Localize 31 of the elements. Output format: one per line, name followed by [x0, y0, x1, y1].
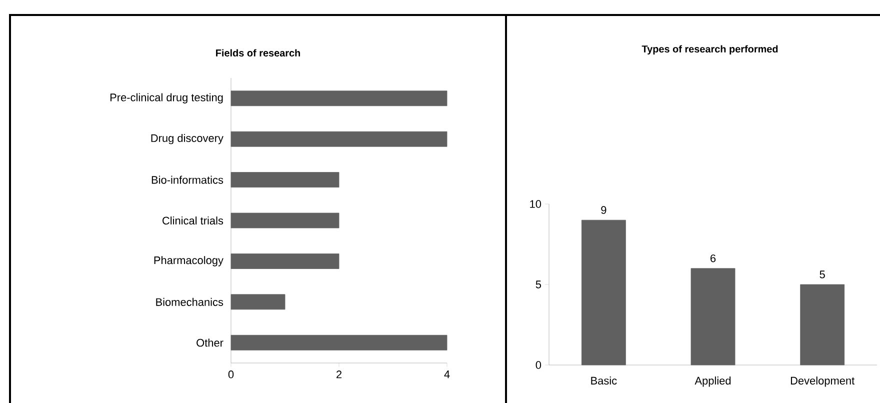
bar	[690, 268, 736, 366]
bar	[581, 220, 626, 366]
y-tick-label: Pharmacology	[154, 256, 224, 266]
bar	[230, 334, 448, 350]
bar	[230, 254, 340, 269]
bar	[230, 212, 340, 228]
bar	[230, 172, 340, 188]
y-tick-label: 5	[536, 280, 542, 288]
x-tick-label: 4	[444, 370, 450, 378]
bar	[230, 131, 448, 147]
x-tick-label: 2	[336, 370, 342, 378]
y-tick-label: Drug discovery	[151, 134, 224, 144]
bar	[800, 284, 845, 366]
y-tick-label: Other	[196, 338, 224, 347]
bar	[230, 294, 286, 310]
data-label: 6	[710, 254, 716, 262]
x-tick-label: Basic	[591, 376, 617, 385]
y-tick-label: Biomechanics	[156, 298, 224, 306]
x-tick-label: Applied	[694, 376, 731, 387]
data-label: 5	[820, 270, 825, 278]
y-tick-label: 10	[530, 200, 542, 208]
x-tick-label: 0	[228, 370, 234, 378]
y-tick-label: Bio-informatics	[152, 176, 224, 184]
y-tick-label: Pre-clinical drug testing	[110, 93, 223, 104]
x-tick-label: Development	[790, 376, 855, 387]
y-tick-label: 0	[536, 361, 542, 369]
data-label: 9	[601, 206, 606, 214]
y-tick-label: Clinical trials	[162, 216, 224, 225]
chart-title: Fields of research	[216, 49, 300, 57]
chart-title: Types of research performed	[642, 45, 778, 54]
bar	[230, 90, 448, 106]
